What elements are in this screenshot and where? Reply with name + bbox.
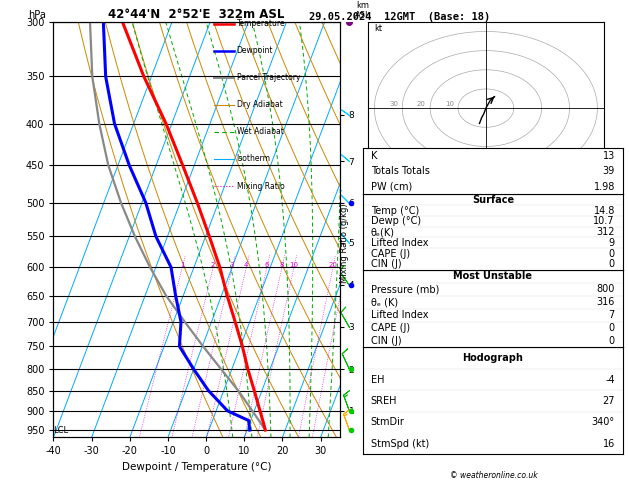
Text: 8: 8 <box>279 262 284 268</box>
Text: Parcel Trajectory: Parcel Trajectory <box>237 73 300 83</box>
Text: Temp (°C): Temp (°C) <box>370 206 419 216</box>
Text: 20: 20 <box>328 262 337 268</box>
Text: © weatheronline.co.uk: © weatheronline.co.uk <box>450 471 538 480</box>
Text: PW (cm): PW (cm) <box>370 182 412 191</box>
Text: 6: 6 <box>264 262 269 268</box>
Text: 10: 10 <box>445 101 454 107</box>
Text: hPa: hPa <box>28 10 45 20</box>
Text: CAPE (J): CAPE (J) <box>370 323 410 333</box>
Text: Dewp (°C): Dewp (°C) <box>370 216 421 226</box>
Text: km
ASL: km ASL <box>355 1 370 20</box>
Text: 29.05.2024  12GMT  (Base: 18): 29.05.2024 12GMT (Base: 18) <box>309 12 490 22</box>
Text: CIN (J): CIN (J) <box>370 336 401 346</box>
Text: CIN (J): CIN (J) <box>370 260 401 269</box>
Text: Isotherm: Isotherm <box>237 155 270 163</box>
Text: 10.7: 10.7 <box>593 216 615 226</box>
Text: 2: 2 <box>211 262 215 268</box>
Text: StmDir: StmDir <box>370 417 404 427</box>
Text: θₑ (K): θₑ (K) <box>370 297 398 307</box>
Text: 800: 800 <box>596 284 615 294</box>
Text: EH: EH <box>370 375 384 384</box>
Text: Dry Adiabat: Dry Adiabat <box>237 101 282 109</box>
Text: 30: 30 <box>389 101 398 107</box>
Text: 0: 0 <box>609 336 615 346</box>
Text: LCL: LCL <box>53 426 69 434</box>
Text: 7: 7 <box>609 310 615 320</box>
Text: 1.98: 1.98 <box>594 182 615 191</box>
Text: 4: 4 <box>244 262 248 268</box>
Text: SREH: SREH <box>370 396 398 406</box>
Text: StmSpd (kt): StmSpd (kt) <box>370 439 429 449</box>
Text: Totals Totals: Totals Totals <box>370 166 430 176</box>
Text: 0: 0 <box>609 248 615 259</box>
Text: Temperature: Temperature <box>237 19 286 29</box>
Title: 42°44'N  2°52'E  322m ASL: 42°44'N 2°52'E 322m ASL <box>108 8 285 21</box>
Text: Lifted Index: Lifted Index <box>370 310 428 320</box>
Text: Dewpoint: Dewpoint <box>237 47 273 55</box>
Text: 316: 316 <box>596 297 615 307</box>
Text: 9: 9 <box>609 238 615 248</box>
Text: 14.8: 14.8 <box>594 206 615 216</box>
Text: 16: 16 <box>603 439 615 449</box>
Text: 10: 10 <box>289 262 298 268</box>
Text: Pressure (mb): Pressure (mb) <box>370 284 439 294</box>
Text: CAPE (J): CAPE (J) <box>370 248 410 259</box>
Text: θₑ(K): θₑ(K) <box>370 227 395 237</box>
Text: 312: 312 <box>596 227 615 237</box>
Text: Wet Adiabat: Wet Adiabat <box>237 127 284 137</box>
Text: 13: 13 <box>603 151 615 161</box>
Text: -4: -4 <box>605 375 615 384</box>
Text: Lifted Index: Lifted Index <box>370 238 428 248</box>
Text: K: K <box>370 151 377 161</box>
Text: 1: 1 <box>180 262 184 268</box>
Text: Mixing Ratio: Mixing Ratio <box>237 181 284 191</box>
Text: 0: 0 <box>609 323 615 333</box>
Text: 25: 25 <box>342 262 350 268</box>
Text: Surface: Surface <box>472 195 514 205</box>
Text: kt: kt <box>374 24 382 34</box>
Text: 39: 39 <box>603 166 615 176</box>
Text: 27: 27 <box>603 396 615 406</box>
Text: 3: 3 <box>230 262 234 268</box>
Text: Mixing Ratio (g/kg): Mixing Ratio (g/kg) <box>340 203 349 283</box>
Text: 20: 20 <box>417 101 426 107</box>
Text: 340°: 340° <box>592 417 615 427</box>
Text: 0: 0 <box>609 260 615 269</box>
Text: Most Unstable: Most Unstable <box>454 271 532 281</box>
X-axis label: Dewpoint / Temperature (°C): Dewpoint / Temperature (°C) <box>122 462 271 472</box>
Text: Hodograph: Hodograph <box>462 353 523 363</box>
